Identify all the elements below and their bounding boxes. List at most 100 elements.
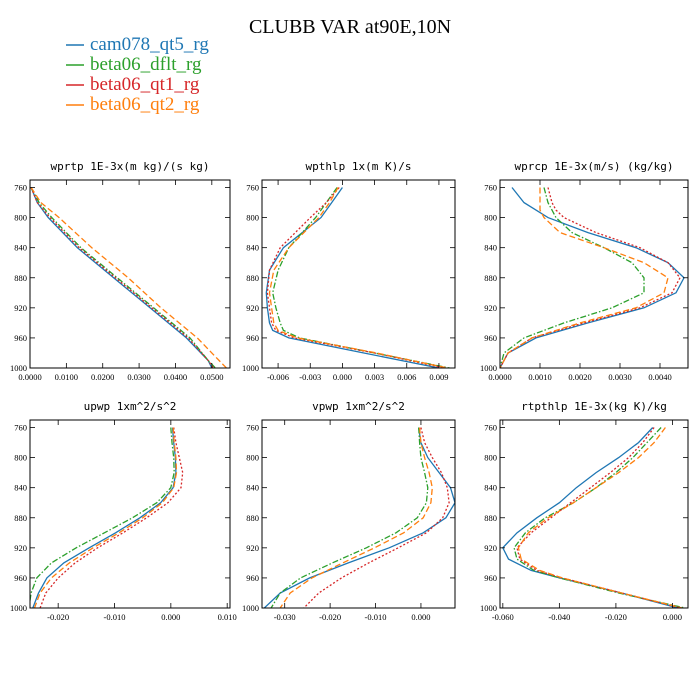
y-tick-label: 920 — [246, 303, 259, 313]
y-tick-label: 920 — [484, 303, 497, 313]
x-tick-label: 0.000 — [663, 612, 682, 622]
series-line — [500, 187, 645, 368]
panel-title: wprtp 1E-3x(m kg)/(s kg) — [51, 160, 210, 173]
x-tick-label: -0.020 — [47, 612, 69, 622]
y-tick-label: 800 — [14, 213, 27, 223]
chart-panel: rtpthlp 1E-3x(kg K)/kg 760 800 840 880 920 960… — [480, 400, 689, 622]
y-tick-label: 800 — [246, 453, 259, 463]
plot-frame — [261, 179, 456, 369]
x-tick-label: 0.000 — [411, 612, 430, 622]
y-tick-label: 760 — [484, 423, 497, 433]
y-tick-label: 760 — [14, 183, 27, 193]
x-tick-label: -0.003 — [299, 372, 321, 382]
series-line — [272, 187, 450, 368]
x-tick-label: 0.0300 — [127, 372, 150, 382]
x-tick-label: -0.060 — [492, 612, 514, 622]
y-tick-label: 760 — [484, 183, 497, 193]
x-tick-label: 0.0000 — [18, 372, 41, 382]
series-line — [513, 427, 686, 608]
chart-panel: wprtp 1E-3x(m kg)/(s kg) 760 800 840 880 920 9… — [10, 160, 231, 382]
panel-title: vpwp 1xm^2/s^2 — [312, 400, 405, 413]
legend: cam078_qt5_rgbeta06_dflt_rgbeta06_qt1_rg… — [66, 34, 209, 115]
series-line — [30, 187, 227, 368]
y-tick-label: 1000 — [480, 363, 497, 373]
x-tick-label: -0.020 — [319, 612, 341, 622]
series-line — [39, 427, 184, 608]
y-tick-label: 880 — [246, 513, 259, 523]
chart-panel: vpwp 1xm^2/s^2 760 800 840 880 920 960 1000 -0.0… — [242, 400, 456, 622]
x-tick-label: 0.0500 — [200, 372, 223, 382]
chart-panel: wpthlp 1x(m K)/s 760 800 840 880 920 960 1000 -0… — [242, 160, 456, 382]
x-tick-label: 0.0200 — [91, 372, 114, 382]
series-line — [270, 427, 429, 608]
x-tick-label: 0.0000 — [488, 372, 511, 382]
x-tick-label: 0.0040 — [648, 372, 671, 382]
series-line — [263, 427, 455, 608]
x-tick-label: -0.040 — [548, 612, 570, 622]
panel-title: rtpthlp 1E-3x(kg K)/kg — [521, 400, 667, 413]
y-tick-label: 840 — [14, 483, 27, 493]
y-tick-label: 960 — [484, 333, 497, 343]
x-tick-label: 0.000 — [333, 372, 352, 382]
y-tick-label: 1000 — [242, 603, 259, 613]
series-line — [30, 187, 213, 368]
x-tick-label: -0.030 — [274, 612, 296, 622]
panels: wprtp 1E-3x(m kg)/(s kg) 760 800 840 880 920 9… — [10, 160, 689, 622]
series-line — [33, 427, 178, 608]
y-tick-label: 840 — [246, 243, 259, 253]
y-tick-label: 960 — [484, 573, 497, 583]
plot-frame — [29, 179, 231, 369]
y-tick-label: 800 — [14, 453, 27, 463]
series-line — [500, 187, 685, 368]
y-tick-label: 1000 — [10, 603, 27, 613]
x-tick-label: 0.003 — [365, 372, 384, 382]
series-line — [500, 187, 681, 368]
y-tick-label: 760 — [246, 183, 259, 193]
series-line — [30, 427, 175, 605]
series-line — [303, 427, 450, 608]
x-tick-label: -0.010 — [104, 612, 126, 622]
series-line — [266, 187, 445, 368]
plot-frame — [29, 419, 231, 609]
plot-frame — [499, 419, 689, 609]
y-tick-label: 920 — [14, 543, 27, 553]
series-line — [500, 187, 669, 368]
y-tick-label: 840 — [246, 483, 259, 493]
y-tick-label: 840 — [484, 243, 497, 253]
x-tick-label: 0.0010 — [528, 372, 551, 382]
x-tick-label: -0.010 — [365, 612, 387, 622]
y-tick-label: 960 — [14, 333, 27, 343]
y-tick-label: 920 — [484, 543, 497, 553]
y-tick-label: 760 — [246, 423, 259, 433]
y-tick-label: 800 — [484, 453, 497, 463]
x-tick-label: -0.006 — [267, 372, 289, 382]
y-tick-label: 960 — [246, 333, 259, 343]
x-tick-label: 0.000 — [161, 612, 180, 622]
y-tick-label: 840 — [14, 243, 27, 253]
panel-title: upwp 1xm^2/s^2 — [84, 400, 177, 413]
y-tick-label: 1000 — [480, 603, 497, 613]
legend-entry: beta06_qt1_rg — [90, 74, 200, 95]
series-line — [517, 427, 683, 608]
x-tick-label: 0.0100 — [55, 372, 78, 382]
x-tick-label: 0.0020 — [568, 372, 591, 382]
panel-title: wprcp 1E-3x(m/s) (kg/kg) — [515, 160, 674, 173]
y-tick-label: 920 — [246, 543, 259, 553]
y-tick-label: 880 — [246, 273, 259, 283]
y-tick-label: 960 — [246, 573, 259, 583]
chart-panel: wprcp 1E-3x(m/s) (kg/kg) 760 800 840 880 920 9… — [480, 160, 689, 382]
series-line — [516, 427, 682, 608]
plot-frame — [261, 419, 456, 609]
y-tick-label: 960 — [14, 573, 27, 583]
legend-entry: beta06_dflt_rg — [90, 54, 202, 75]
x-tick-label: 0.0030 — [608, 372, 631, 382]
y-tick-label: 760 — [14, 423, 27, 433]
series-line — [30, 187, 216, 368]
y-tick-label: 920 — [14, 303, 27, 313]
y-tick-label: 800 — [246, 213, 259, 223]
y-tick-label: 880 — [14, 513, 27, 523]
y-tick-label: 1000 — [10, 363, 27, 373]
legend-entry: cam078_qt5_rg — [90, 34, 209, 55]
y-tick-label: 880 — [484, 273, 497, 283]
